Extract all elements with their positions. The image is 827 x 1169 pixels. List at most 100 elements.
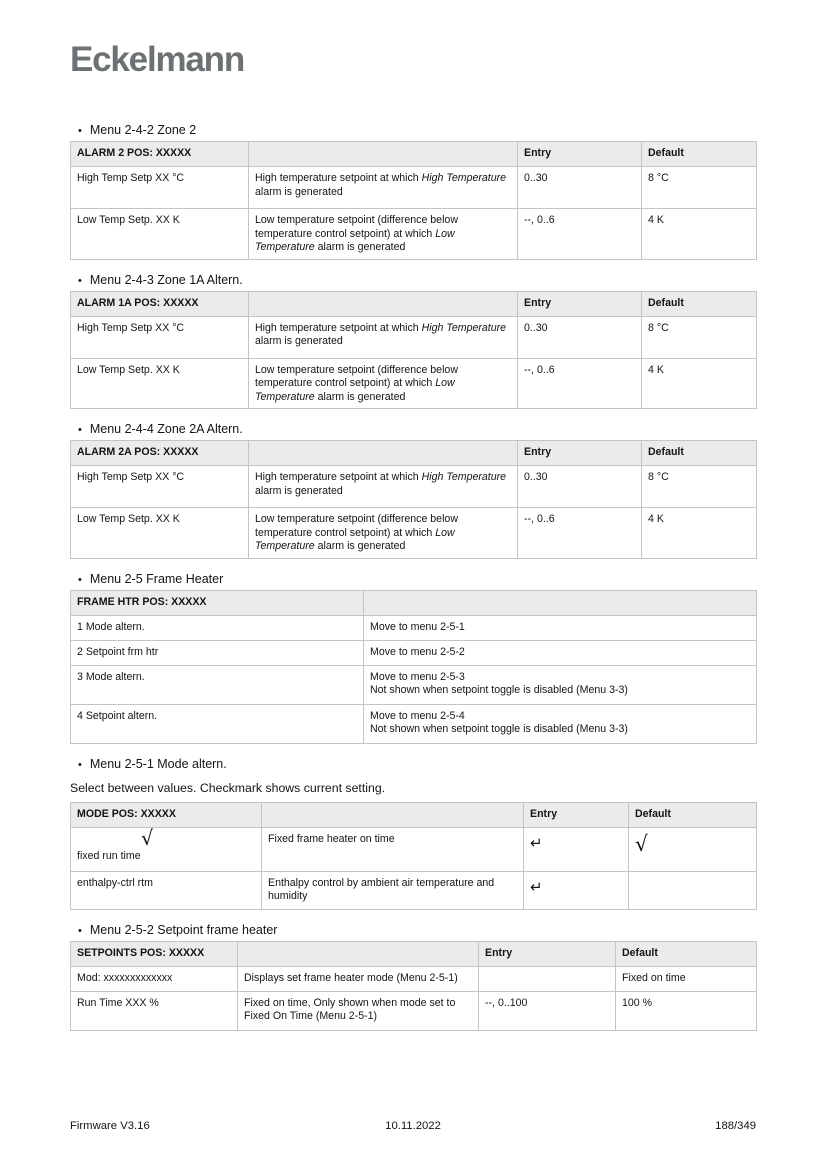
header-entry: Entry — [478, 940, 616, 967]
cell-default: 8 °C — [641, 315, 757, 359]
cell-default: Fixed on time — [615, 965, 757, 992]
cell-entry: 0..30 — [517, 465, 642, 508]
cell-entry: --, 0..6 — [517, 208, 642, 260]
cell-description: Move to menu 2-5-4 Not shown when setpoin… — [363, 703, 757, 744]
table-row: High Temp Setp XX °C High temperature se… — [70, 465, 757, 508]
table-row: Low Temp Setp. XX K Low temperature setp… — [70, 208, 757, 260]
bullet-icon: • — [78, 924, 82, 937]
table-header-row: SETPOINTS POS: XXXXX Entry Default — [70, 940, 757, 967]
cell-label: Low Temp Setp. XX K — [70, 357, 249, 409]
menu-title: Menu 2-4-4 Zone 2A Altern. — [89, 422, 243, 436]
header-default: Default — [641, 440, 757, 466]
table-row: Run Time XXX % Fixed on time, Only shown… — [70, 990, 757, 1031]
alarm-2a-table: ALARM 2A POS: XXXXX Entry Default High T… — [70, 440, 757, 559]
alarm-2-table: ALARM 2 POS: XXXXX Entry Default High Te… — [70, 141, 757, 260]
mode-table: MODE POS: XXXXX Entry Default fixed run … — [70, 801, 757, 910]
cell-default — [628, 870, 757, 910]
cell-description: Fixed on time, Only shown when mode set … — [237, 990, 479, 1031]
table-row: High Temp Setp XX °C High temperature se… — [70, 166, 757, 209]
cell-label: 2 Setpoint frm htr — [70, 639, 364, 666]
header-pos: MODE POS: XXXXX — [70, 801, 262, 828]
cell-description: Move to menu 2-5-2 — [363, 639, 757, 666]
bullet-icon: • — [78, 758, 82, 771]
header-default: Default — [615, 940, 757, 967]
header-entry: Entry — [523, 801, 629, 828]
mode-option-label: fixed run time — [77, 850, 141, 862]
menu-title: Menu 2-5-2 Setpoint frame heater — [89, 922, 278, 937]
header-default: Default — [628, 801, 757, 828]
footer-firmware-version: Firmware V3.16 — [70, 1120, 150, 1132]
eckelmann-logo: Eckelmann — [70, 40, 245, 79]
cell-default: 8 °C — [641, 465, 757, 508]
header-pos: ALARM 1A POS: XXXXX — [70, 290, 249, 317]
table-row: 2 Setpoint frm htr Move to menu 2-5-2 — [70, 639, 757, 666]
cell-label: 1 Mode altern. — [70, 614, 364, 641]
cell-default: 8 °C — [641, 166, 757, 209]
cell-default: 4 K — [641, 208, 757, 260]
menu-heading-2-4-4: • Menu 2-4-4 Zone 2A Altern. — [70, 422, 756, 436]
cell-label: 3 Mode altern. — [70, 664, 364, 705]
cell-description: Low temperature setpoint (difference bel… — [248, 208, 518, 260]
cell-label: Low Temp Setp. XX K — [70, 208, 249, 260]
menu-title: Menu 2-4-3 Zone 1A Altern. — [89, 272, 243, 287]
menu-heading-2-5-2: • Menu 2-5-2 Setpoint frame heater — [70, 923, 756, 937]
menu-heading-2-4-3: • Menu 2-4-3 Zone 1A Altern. — [70, 273, 756, 287]
menu-title: Menu 2-4-2 Zone 2 — [89, 123, 197, 137]
cell-entry: 0..30 — [517, 315, 642, 359]
cell-entry: --, 0..6 — [517, 507, 642, 559]
bullet-icon: • — [78, 274, 82, 287]
header-pos: FRAME HTR POS: XXXXX — [70, 589, 364, 616]
cell-label: Run Time XXX % — [70, 990, 238, 1031]
cell-description: Low temperature setpoint (difference bel… — [248, 507, 518, 559]
header-default: Default — [641, 290, 757, 317]
table-row: 3 Mode altern. Move to menu 2-5-3 Not sho… — [70, 664, 757, 705]
menu-heading-2-5-1: • Menu 2-5-1 Mode altern. — [70, 757, 756, 771]
cell-description: High temperature setpoint at which High … — [248, 465, 518, 508]
cell-description: Displays set frame heater mode (Menu 2-5… — [237, 965, 479, 992]
table-row: 1 Mode altern. Move to menu 2-5-1 — [70, 614, 757, 641]
header-pos: ALARM 2A POS: XXXXX — [70, 440, 249, 466]
table-row: Mod: xxxxxxxxxxxxx Displays set frame he… — [70, 965, 757, 992]
header-desc — [248, 141, 518, 167]
cell-label: High Temp Setp XX °C — [70, 465, 249, 508]
bullet-icon: • — [78, 573, 82, 586]
header-desc — [237, 940, 479, 967]
menu-heading-2-5: • Menu 2-5 Frame Heater — [70, 572, 756, 586]
table-row: 4 Setpoint altern. Move to menu 2-5-4 Not… — [70, 703, 757, 744]
menu-title: Menu 2-5 Frame Heater — [89, 571, 224, 586]
checkmark-icon: √ — [634, 831, 650, 856]
footer-date: 10.11.2022 — [385, 1120, 441, 1132]
bullet-icon: • — [78, 424, 82, 436]
cell-default: √ — [628, 826, 757, 872]
table-row: Low Temp Setp. XX K Low temperature setp… — [70, 357, 757, 409]
checkmark-icon: √ — [140, 827, 155, 850]
cell-entry: ↵ — [523, 826, 629, 872]
header-desc — [363, 589, 757, 616]
table-header-row: MODE POS: XXXXX Entry Default — [70, 801, 757, 828]
cell-label: enthalpy-ctrl rtm — [70, 870, 262, 910]
page-content: Eckelmann • Menu 2-4-2 Zone 2 ALARM 2 PO… — [70, 0, 757, 1031]
table-row: enthalpy-ctrl rtm Enthalpy control by am… — [70, 870, 757, 910]
cell-description: Enthalpy control by ambient air temperat… — [261, 870, 524, 910]
table-row: High Temp Setp XX °C High temperature se… — [70, 315, 757, 359]
cell-label: Mod: xxxxxxxxxxxxx — [70, 965, 238, 992]
cell-label: fixed run time √ — [70, 826, 262, 872]
table-row: Low Temp Setp. XX K Low temperature setp… — [70, 507, 757, 559]
header-desc — [261, 801, 524, 828]
header-pos: ALARM 2 POS: XXXXX — [70, 141, 249, 167]
cell-description: Fixed frame heater on time — [261, 826, 524, 872]
setpoints-table: SETPOINTS POS: XXXXX Entry Default Mod: … — [70, 940, 757, 1031]
cell-entry: --, 0..100 — [478, 990, 616, 1031]
cell-description: High temperature setpoint at which High … — [248, 166, 518, 209]
cell-default: 100 % — [615, 990, 757, 1031]
cell-entry: --, 0..6 — [517, 357, 642, 409]
page-footer: Firmware V3.16 10.11.2022 188/349 — [70, 1120, 756, 1132]
cell-description: Move to menu 2-5-1 — [363, 614, 757, 641]
table-header-row: FRAME HTR POS: XXXXX — [70, 589, 757, 616]
cell-default: 4 K — [641, 507, 757, 559]
enter-key-icon: ↵ — [530, 877, 543, 896]
header-entry: Entry — [517, 141, 642, 167]
cell-entry — [478, 965, 616, 992]
cell-label: 4 Setpoint altern. — [70, 703, 364, 744]
header-pos: SETPOINTS POS: XXXXX — [70, 940, 238, 967]
